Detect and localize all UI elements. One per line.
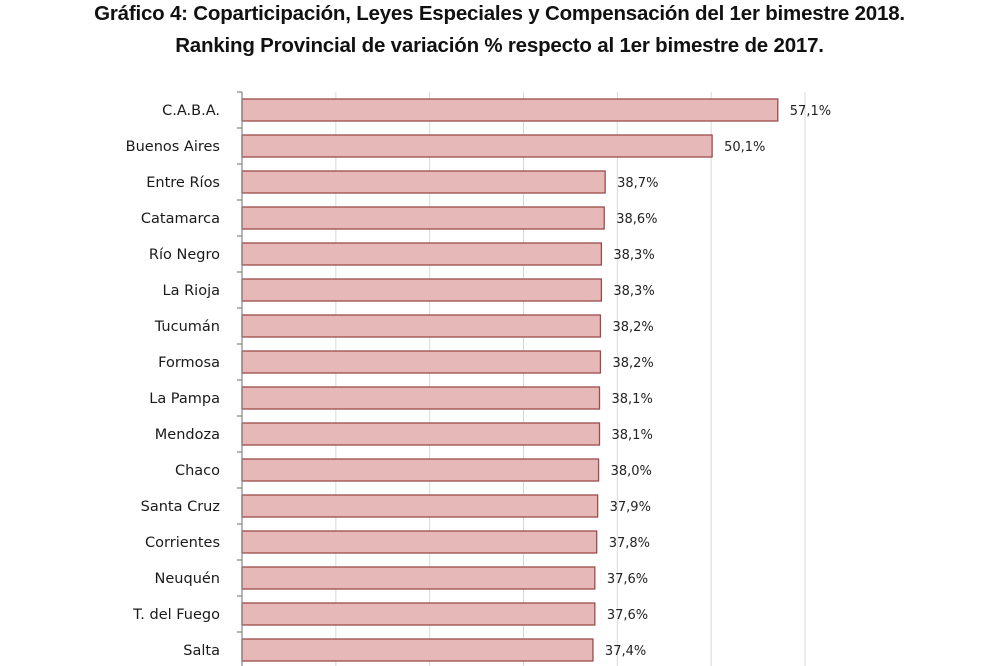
category-label: La Rioja: [163, 283, 220, 299]
bar-santa-cruz: [241, 494, 599, 518]
data-label: 38,0%: [611, 464, 652, 479]
category-label: Chaco: [175, 463, 220, 479]
category-label: Entre Ríos: [146, 175, 220, 191]
bar-catamarca: [241, 206, 605, 230]
data-label: 37,6%: [607, 608, 648, 623]
y-axis: [237, 91, 243, 666]
bar-chaco: [241, 458, 600, 482]
data-label: 38,3%: [613, 284, 654, 299]
data-label: 37,6%: [607, 572, 648, 587]
data-label: 38,7%: [617, 176, 658, 191]
category-labels: C.A.B.A. Buenos Aires Entre Ríos Catamarca R…: [126, 103, 220, 659]
category-label: La Pampa: [149, 391, 220, 407]
category-label: T. del Fuego: [132, 607, 220, 623]
bar-corrientes: [241, 530, 598, 554]
category-label: C.A.B.A.: [162, 103, 220, 119]
category-label: Salta: [183, 643, 220, 659]
bar-formosa: [241, 350, 602, 374]
bar-neuqu-n: [241, 566, 596, 590]
category-label: Neuquén: [155, 571, 220, 587]
category-label: Santa Cruz: [141, 499, 220, 515]
data-label: 37,9%: [610, 500, 651, 515]
category-label: Río Negro: [149, 247, 220, 263]
data-label: 38,2%: [612, 356, 653, 371]
category-label: Buenos Aires: [126, 139, 220, 155]
data-label: 37,4%: [605, 644, 646, 659]
data-label: 37,8%: [609, 536, 650, 551]
category-label: Corrientes: [145, 535, 220, 551]
data-label: 38,2%: [612, 320, 653, 335]
data-labels: 57,1% 50,1% 38,7% 38,6% 38,3% 38,3% 38,2% 38,2%…: [605, 104, 831, 659]
data-label: 57,1%: [790, 104, 831, 119]
data-label: 50,1%: [724, 140, 765, 155]
bar-r-o-negro: [241, 242, 603, 266]
bar-buenos-aires: [241, 134, 713, 158]
data-label: 38,1%: [612, 392, 653, 407]
category-label: Mendoza: [155, 427, 220, 443]
data-label: 38,3%: [613, 248, 654, 263]
data-label: 38,1%: [612, 428, 653, 443]
chart-title: Gráfico 4: Coparticipación, Leyes Especi…: [94, 2, 905, 25]
category-label: Tucumán: [154, 319, 220, 335]
bar-c-a-b-a-: [241, 98, 779, 122]
bar-t-del-fuego: [241, 602, 596, 626]
bar-tucum-n: [241, 314, 602, 338]
chart-subtitle: Ranking Provincial de variación % respec…: [175, 34, 824, 57]
bar-entre-r-os: [241, 170, 606, 194]
data-label: 38,6%: [616, 212, 657, 227]
bar-la-pampa: [241, 386, 601, 410]
category-label: Catamarca: [141, 211, 220, 227]
bar-mendoza: [241, 422, 601, 446]
bars: [241, 98, 779, 662]
bar-la-rioja: [241, 278, 603, 302]
category-label: Formosa: [158, 355, 220, 371]
bar-salta: [241, 638, 594, 662]
